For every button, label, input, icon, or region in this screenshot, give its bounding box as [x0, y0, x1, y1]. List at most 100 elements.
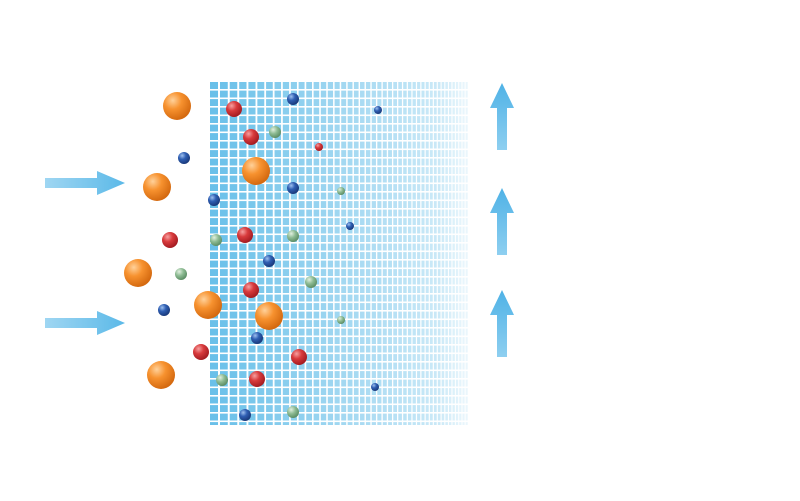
orange-particle [143, 173, 171, 201]
mesh-column [433, 82, 437, 425]
red-particle [291, 349, 307, 365]
mesh-column [398, 82, 402, 425]
mesh-column [220, 82, 228, 425]
arrow-up [490, 290, 514, 357]
orange-particle [255, 302, 283, 330]
blue-particle [251, 332, 263, 344]
mesh-column [290, 82, 297, 425]
mesh-row-gap [208, 301, 470, 304]
arrow-right [45, 171, 125, 195]
mesh-row-gap [208, 293, 470, 295]
mesh-column [377, 82, 382, 425]
mesh-column [298, 82, 305, 425]
mesh-row-gap [208, 233, 470, 236]
red-particle [243, 129, 259, 145]
mesh-row-gap [208, 165, 470, 168]
mesh-row-gap [208, 403, 470, 406]
mesh-row-gap [208, 369, 470, 372]
mesh-row-gap [208, 344, 470, 346]
blue-particle [158, 304, 170, 316]
green-particle [337, 187, 345, 195]
mesh-column [239, 82, 247, 425]
mesh-column [320, 82, 327, 425]
orange-particle [194, 291, 222, 319]
mesh-row-gap [208, 276, 470, 278]
mesh-row-gap [208, 225, 470, 227]
mesh-column [393, 82, 398, 425]
red-particle [243, 282, 259, 298]
mesh-row-gap [208, 199, 470, 202]
mesh-column [257, 82, 265, 425]
mesh-row-gap [208, 208, 470, 210]
green-particle [216, 374, 228, 386]
mesh-column [403, 82, 407, 425]
mesh-row-gap [208, 395, 470, 397]
mesh-row-gap [208, 148, 470, 151]
mesh-row-gap [208, 310, 470, 312]
blue-particle [239, 409, 251, 421]
arrow-right [45, 311, 125, 335]
mesh-fade [440, 80, 495, 430]
mesh-column [425, 82, 429, 425]
blue-particle [287, 182, 299, 194]
mesh-column [313, 82, 320, 425]
mesh-column [266, 82, 273, 425]
orange-particle [242, 157, 270, 185]
green-particle [287, 230, 299, 242]
mesh-row-gap [208, 412, 470, 414]
particles [124, 92, 382, 421]
mesh-row-gap [208, 327, 470, 329]
mesh-column [407, 82, 412, 425]
mesh-row-gap [208, 335, 470, 338]
green-particle [175, 268, 187, 280]
mesh-column [341, 82, 347, 425]
mesh-row-gap [208, 259, 470, 261]
green-particle [287, 406, 299, 418]
mesh-column [371, 82, 376, 425]
mesh-column [417, 82, 421, 425]
red-particle [193, 344, 209, 360]
orange-particle [147, 361, 175, 389]
mesh-column [388, 82, 392, 425]
mesh-column [437, 82, 441, 425]
blue-particle [374, 106, 382, 114]
green-particle [305, 276, 317, 288]
mesh-row-gap [208, 267, 470, 270]
mesh-column [353, 82, 359, 425]
mesh-column [421, 82, 425, 425]
red-particle [249, 371, 265, 387]
mesh-row-gap [208, 97, 470, 100]
outflow-arrows [490, 83, 514, 357]
blue-particle [346, 222, 354, 230]
mesh-row-gap [208, 157, 470, 159]
mesh-column [365, 82, 371, 425]
mesh-row-gap [208, 114, 470, 117]
red-particle [315, 143, 323, 151]
blue-particle [178, 152, 190, 164]
mesh-column [210, 82, 218, 425]
orange-particle [163, 92, 191, 120]
blue-particle [208, 194, 220, 206]
mesh-row-gap [208, 140, 470, 142]
orange-particle [124, 259, 152, 287]
blue-particle [287, 93, 299, 105]
mesh-row-gap [208, 284, 470, 287]
mesh-row-gap [208, 242, 470, 244]
blue-particle [263, 255, 275, 267]
mesh-row-gap [208, 182, 470, 185]
mesh-column [412, 82, 416, 425]
arrow-up [490, 83, 514, 150]
green-particle [269, 126, 281, 138]
mesh-column [274, 82, 282, 425]
mesh-column [360, 82, 365, 425]
mesh-row-gap [208, 106, 470, 108]
blue-particle [371, 383, 379, 391]
mesh-row-gap [208, 352, 470, 355]
inflow-arrows [45, 171, 125, 335]
mesh-row-gap [208, 420, 470, 423]
mesh-column [347, 82, 353, 425]
arrow-up [490, 188, 514, 255]
red-particle [237, 227, 253, 243]
